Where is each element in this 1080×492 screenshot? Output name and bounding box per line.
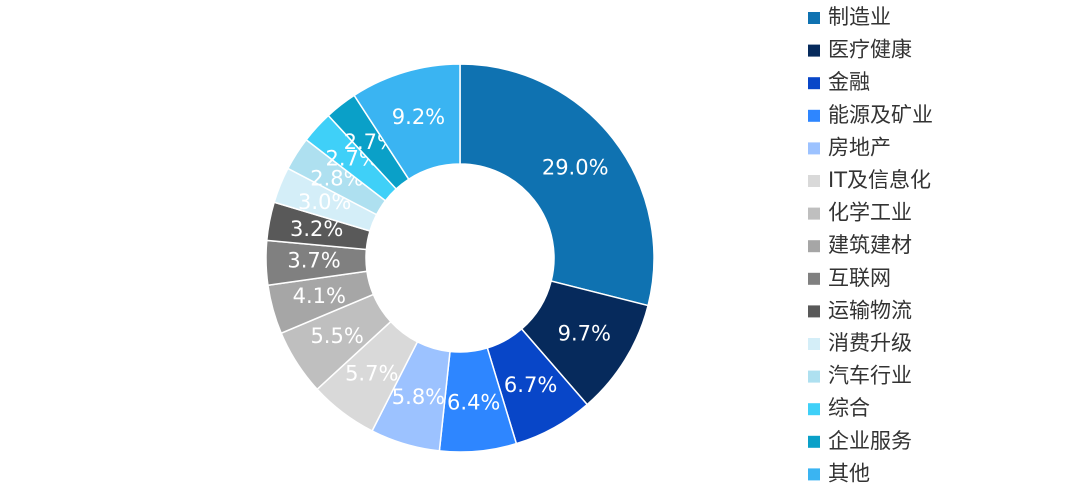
legend-swatch	[808, 109, 820, 122]
legend-label: 综合	[828, 396, 870, 420]
legend-label: 建筑建材	[828, 233, 912, 257]
legend-label: 能源及矿业	[828, 103, 933, 127]
legend-label: 金融	[828, 70, 870, 94]
data-label: 4.1%	[293, 284, 346, 308]
data-label: 5.7%	[345, 361, 398, 385]
legend-label: 运输物流	[828, 298, 912, 322]
legend-swatch	[808, 272, 820, 285]
legend-swatch	[808, 435, 820, 448]
legend-swatch	[808, 175, 820, 187]
legend-swatch	[808, 338, 820, 350]
legend-label: 互联网	[828, 266, 891, 290]
legend-swatch	[808, 468, 820, 481]
legend-swatch	[808, 240, 820, 253]
legend-label: 房地产	[828, 135, 891, 159]
legend-label: IT及信息化	[828, 168, 931, 192]
donut-slice	[459, 63, 655, 307]
legend-label: 医疗健康	[828, 38, 912, 62]
legend-label: 化学工业	[828, 201, 912, 225]
legend-swatch	[808, 44, 820, 57]
legend-swatch	[808, 12, 820, 24]
legend-swatch	[808, 305, 820, 318]
data-label: 6.4%	[447, 390, 500, 414]
data-label: 5.5%	[310, 324, 363, 348]
data-label: 9.7%	[558, 322, 611, 346]
legend-swatch	[808, 370, 820, 383]
legend-label: 消费升级	[828, 331, 912, 355]
legend-swatch	[808, 77, 820, 90]
data-label: 29.0%	[542, 155, 609, 179]
data-label: 3.7%	[287, 249, 340, 273]
data-label: 9.2%	[392, 105, 445, 129]
legend-label: 企业服务	[828, 429, 912, 453]
legend-label: 制造业	[828, 5, 891, 29]
legend-swatch	[808, 142, 820, 155]
legend-swatch	[808, 207, 820, 220]
legend-label: 汽车行业	[828, 364, 912, 388]
data-label: 6.7%	[504, 373, 557, 397]
legend-label: 其他	[828, 461, 870, 485]
donut-slice	[353, 63, 461, 181]
data-label: 5.8%	[392, 385, 445, 409]
legend-swatch	[808, 403, 820, 416]
data-label: 3.2%	[290, 217, 343, 241]
